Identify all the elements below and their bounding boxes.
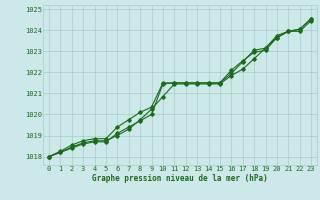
X-axis label: Graphe pression niveau de la mer (hPa): Graphe pression niveau de la mer (hPa) — [92, 174, 268, 183]
